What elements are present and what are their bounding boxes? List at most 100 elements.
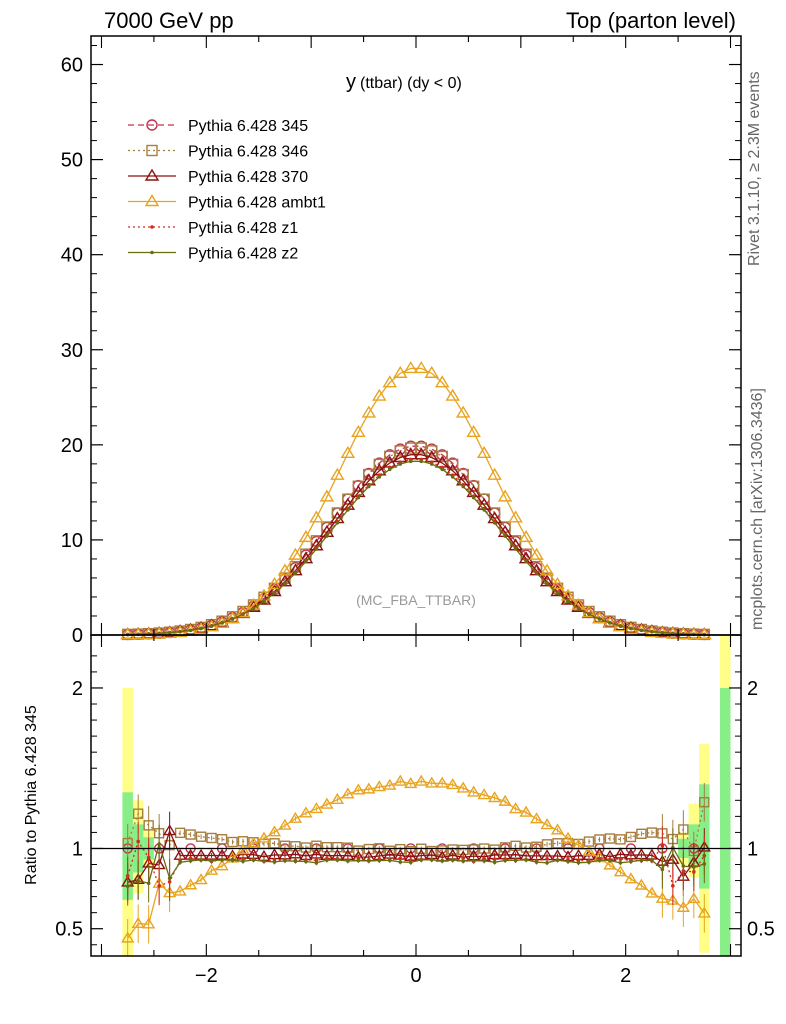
- data-point-pythia-6-428-ambt1: [434, 375, 450, 388]
- ratio-point-pythia-6-428-346: [143, 820, 154, 831]
- ratio-point-pythia-6-428-z2: [230, 858, 235, 862]
- ratio-point-pythia-6-428-346: [457, 844, 469, 856]
- data-point-pythia-6-428-ambt1: [340, 445, 356, 459]
- ratio-point-pythia-6-428-ambt1: [330, 792, 345, 804]
- ratio-point-pythia-6-428-ambt1: [142, 917, 156, 929]
- data-point-pythia-6-428-z2: [167, 630, 172, 635]
- ratio-point-pythia-6-428-ambt1: [634, 878, 649, 890]
- data-point-pythia-6-428-z2: [534, 571, 539, 575]
- ratio-point-pythia-6-428-ambt1: [404, 777, 418, 789]
- ratio-point-pythia-6-428-z2: [429, 857, 434, 862]
- data-point-pythia-6-428-z2: [398, 462, 403, 466]
- ratio-point-pythia-6-428-z2: [702, 862, 707, 866]
- ratio-point-pythia-6-428-z2: [545, 861, 549, 865]
- ratio-point-pythia-6-428-z1: [157, 884, 161, 888]
- ratio-point-pythia-6-428-ambt1: [467, 785, 481, 797]
- ratio-point-pythia-6-428-346: [300, 842, 312, 853]
- ratio-point-pythia-6-428-z2: [639, 858, 644, 863]
- ratio-point-pythia-6-428-z2: [419, 858, 424, 862]
- ratio-point-pythia-6-428-ambt1: [372, 780, 386, 792]
- ratio-point-pythia-6-428-z2: [314, 861, 319, 865]
- ratio-panel-frame: [90, 634, 742, 957]
- ratio-point-pythia-6-428-z1: [314, 858, 319, 863]
- data-point-pythia-6-428-z2: [471, 495, 476, 500]
- ratio-point-pythia-6-428-ambt1: [477, 788, 491, 800]
- ratio-ytick-label: 1: [72, 838, 83, 860]
- ratio-point-pythia-6-428-346: [699, 797, 710, 808]
- ratio-point-pythia-6-428-z2: [629, 859, 633, 864]
- ratio-point-pythia-6-428-ambt1: [498, 794, 512, 806]
- chart-title: y (ttbar) (dy < 0): [346, 71, 462, 93]
- data-point-pythia-6-428-z2: [545, 581, 549, 586]
- ratio-point-pythia-6-428-z2: [272, 860, 277, 864]
- ratio-point-pythia-6-428-z2: [377, 858, 382, 863]
- ratio-point-pythia-6-428-z2: [220, 858, 224, 862]
- ratio-point-pythia-6-428-ambt1: [194, 873, 208, 885]
- data-point-pythia-6-428-z2: [597, 617, 602, 621]
- ratio-point-pythia-6-428-ambt1: [550, 823, 565, 835]
- ratio-ytick-label: 0.5: [55, 919, 83, 941]
- top-ytick-label: 0: [72, 625, 83, 647]
- ratio-point-pythia-6-428-346: [342, 842, 354, 853]
- ratio-point-pythia-6-428-ambt1: [278, 818, 292, 830]
- data-point-pythia-6-428-ambt1: [267, 577, 282, 590]
- data-point-pythia-6-428-z2: [450, 475, 455, 479]
- ratio-point-pythia-6-428-z2: [304, 859, 308, 864]
- data-point-pythia-6-428-ambt1: [518, 530, 534, 543]
- ratio-point-pythia-6-428-z2: [692, 865, 696, 869]
- ratio-point-pythia-6-428-ambt1: [131, 916, 145, 928]
- rivet-label: Rivet 3.1.10, ≥ 2.3M events: [746, 71, 763, 266]
- ratio-point-pythia-6-428-370: [162, 824, 177, 836]
- ratio-point-pythia-6-428-z2: [398, 860, 403, 864]
- data-point-pythia-6-428-z2: [608, 621, 612, 625]
- data-point-pythia-6-428-z2: [314, 547, 319, 551]
- data-point-pythia-6-428-z2: [283, 581, 287, 586]
- legend-marker: [150, 250, 154, 255]
- ratio-point-pythia-6-428-z2: [555, 858, 560, 863]
- ratio-point-pythia-6-428-z2: [199, 858, 203, 862]
- data-point-pythia-6-428-z2: [482, 508, 486, 512]
- data-point-pythia-6-428-z2: [429, 462, 434, 466]
- ratio-point-pythia-6-428-346: [332, 841, 343, 853]
- ratio-point-pythia-6-428-z2: [482, 859, 486, 863]
- mcplots-label: mcplots.cern.ch [arXiv:1306.3436]: [749, 388, 766, 630]
- ratio-point-pythia-6-428-z2: [167, 876, 172, 881]
- data-point-pythia-6-428-z2: [387, 467, 392, 472]
- ratio-point-pythia-6-428-ambt1: [351, 783, 365, 795]
- legend-label: Pythia 6.428 346: [188, 144, 308, 161]
- data-point-pythia-6-428-z2: [419, 459, 424, 464]
- ratio-point-pythia-6-428-z2: [513, 858, 518, 862]
- ratio-point-pythia-6-428-z2: [136, 878, 140, 883]
- data-point-pythia-6-428-ambt1: [372, 388, 387, 401]
- top-ytick-label: 50: [61, 150, 83, 172]
- ratio-point-pythia-6-428-ambt1: [676, 900, 690, 912]
- ratio-point-pythia-6-428-z2: [576, 860, 581, 865]
- ratio-panel-curves: [121, 774, 711, 956]
- ratio-point-pythia-6-428-346: [321, 841, 333, 853]
- ratio-point-pythia-6-428-ambt1: [582, 844, 596, 856]
- ratio-point-pythia-6-428-ambt1: [425, 776, 439, 788]
- ratio-point-pythia-6-428-z2: [335, 858, 340, 862]
- ratio-point-pythia-6-428-z2: [461, 859, 465, 863]
- data-point-pythia-6-428-z2: [513, 547, 518, 551]
- data-point-pythia-6-428-z2: [356, 495, 361, 500]
- data-point-pythia-6-428-ambt1: [424, 365, 439, 378]
- data-point-pythia-6-428-z2: [325, 534, 329, 538]
- ratio-point-pythia-6-428-ambt1: [215, 859, 229, 871]
- ratio-point-pythia-6-428-z2: [356, 858, 361, 863]
- ratio-point-pythia-6-428-346: [625, 831, 637, 843]
- header-right: Top (parton level): [566, 8, 736, 33]
- data-point-pythia-6-428-ambt1: [529, 547, 544, 560]
- data-point-pythia-6-428-z2: [377, 475, 382, 479]
- ratio-point-pythia-6-428-z2: [178, 860, 182, 865]
- data-point-pythia-6-428-ambt1: [497, 489, 513, 502]
- data-point-pythia-6-428-z2: [461, 484, 465, 489]
- data-point-pythia-6-428-ambt1: [581, 605, 597, 618]
- data-point-pythia-6-428-z2: [230, 617, 235, 621]
- ratio-point-pythia-6-428-ambt1: [341, 787, 355, 799]
- legend-label: Pythia 6.428 z1: [188, 220, 298, 237]
- series-line-pythia-6-428-z2: [127, 460, 705, 636]
- ratio-point-pythia-6-428-346: [290, 841, 301, 852]
- xtick-label: −2: [195, 965, 218, 987]
